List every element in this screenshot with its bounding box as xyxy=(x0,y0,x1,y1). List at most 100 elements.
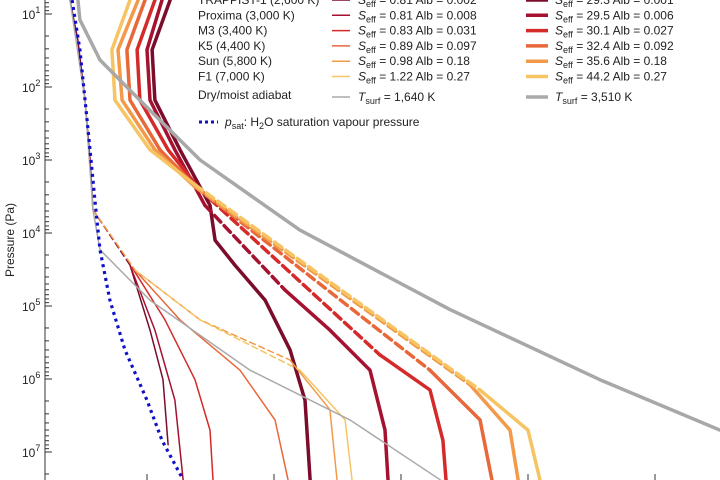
s-subscript: eff xyxy=(563,0,573,9)
s-symbol: S xyxy=(555,39,563,53)
legend-entry-label: Seff = 0.83 Alb = 0.031 xyxy=(358,24,477,40)
s-symbol: S xyxy=(555,70,563,84)
legend-entry: Seff = 29.3 Alb = 0.001 xyxy=(526,0,674,9)
legend-star-label: M3 (3,400 K) xyxy=(198,24,267,38)
t-subscript: surf xyxy=(562,96,578,106)
legend-star-label: Dry/moist adiabat xyxy=(198,88,292,102)
s-subscript: eff xyxy=(563,60,573,70)
equals: = xyxy=(376,8,390,22)
legend-entry: Seff = 1.22 Alb = 0.27 xyxy=(332,70,470,86)
equals: = xyxy=(573,70,587,84)
s-value: 44.2 xyxy=(587,70,611,84)
y-tick-base: 10 xyxy=(22,227,36,241)
y-tick-exponent: 2 xyxy=(35,78,40,88)
y-tick-base: 10 xyxy=(22,373,36,387)
alb-word: Alb xyxy=(416,39,434,53)
legend-entry: Seff = 0.98 Alb = 0.18 xyxy=(332,54,470,70)
legend-entry-label: Seff = 29.3 Alb = 0.001 xyxy=(555,0,674,9)
legend-entry-label: Seff = 1.22 Alb = 0.27 xyxy=(358,70,470,86)
equals: = xyxy=(630,39,644,53)
s-value: 29.5 xyxy=(587,8,611,22)
series-5 xyxy=(110,0,542,480)
s-value: 32.4 xyxy=(587,39,611,53)
legend-star-label: Sun (5,800 K) xyxy=(198,54,272,68)
alb-value: 0.27 xyxy=(644,70,668,84)
series-line-3-0 xyxy=(125,0,199,190)
s-symbol: S xyxy=(555,0,563,7)
y-tick-base: 10 xyxy=(22,8,36,22)
series-line-6-0 xyxy=(69,0,94,211)
y-tick-base: 10 xyxy=(22,154,36,168)
s-value: 29.3 xyxy=(587,0,611,7)
legend-entry: Seff = 0.89 Alb = 0.097 xyxy=(332,39,477,55)
s-subscript: eff xyxy=(366,14,376,24)
s-value: 0.89 xyxy=(390,39,414,53)
s-value: 0.98 xyxy=(390,54,414,68)
alb-word: Alb xyxy=(416,0,434,7)
legend-adiabat-entry: Tsurf = 1,640 K xyxy=(332,90,435,106)
y-tick-exponent: 5 xyxy=(35,297,40,307)
s-subscript: eff xyxy=(366,45,376,55)
s-symbol: S xyxy=(358,8,366,22)
equals: = xyxy=(433,24,447,38)
t-subscript: surf xyxy=(365,96,381,106)
legend-entry-label: Seff = 30.1 Alb = 0.027 xyxy=(555,24,674,40)
equals: = xyxy=(630,70,644,84)
s-symbol: S xyxy=(358,0,366,7)
equals: = xyxy=(573,39,587,53)
alb-value: 0.027 xyxy=(644,24,674,38)
s-symbol: S xyxy=(555,54,563,68)
alb-value: 0.031 xyxy=(447,24,477,38)
series-line-4-2 xyxy=(468,383,520,480)
legend-psat-label: psat: H2O saturation vapour pressure xyxy=(224,115,420,131)
alb-word: Alb xyxy=(613,39,631,53)
tsurf-value: 3,510 K xyxy=(591,90,632,104)
y-tick-exponent: 3 xyxy=(35,151,40,161)
equals: = xyxy=(376,0,390,7)
alb-value: 0.18 xyxy=(644,54,668,68)
series-7 xyxy=(129,264,184,480)
s-subscript: eff xyxy=(366,30,376,40)
s-symbol: S xyxy=(358,39,366,53)
series-line-2-2 xyxy=(378,353,448,480)
alb-value: 0.092 xyxy=(644,39,674,53)
y-tick-base: 10 xyxy=(22,81,36,95)
alb-value: 0.097 xyxy=(447,39,477,53)
y-tick-label: 107 xyxy=(22,443,40,460)
alb-value: 0.18 xyxy=(447,54,471,68)
legend-entry-label: Seff = 35.6 Alb = 0.18 xyxy=(555,54,667,70)
equals: = xyxy=(433,0,447,7)
equals: = xyxy=(380,90,394,104)
s-symbol: S xyxy=(555,24,563,38)
legend-adiabat-entry: Tsurf = 3,510 K xyxy=(526,90,632,106)
equals: = xyxy=(376,39,390,53)
s-value: 1.22 xyxy=(390,70,414,84)
series-line-3-2 xyxy=(428,368,494,480)
y-tick-label: 105 xyxy=(22,297,40,314)
series-line-2-1 xyxy=(198,188,382,357)
legend-tsurf-label: Tsurf = 3,510 K xyxy=(555,90,632,106)
series-line-13-0 xyxy=(76,0,720,432)
equals: = xyxy=(573,0,587,7)
alb-value: 0.002 xyxy=(447,0,477,7)
series-9 xyxy=(134,269,289,480)
y-tick-label: 102 xyxy=(22,78,40,95)
y-tick-label: 101 xyxy=(22,5,40,22)
legend-star-label: F1 (7,000 K) xyxy=(198,70,265,84)
equals: = xyxy=(433,70,447,84)
legend-entry-label: Seff = 44.2 Alb = 0.27 xyxy=(555,70,667,86)
s-value: 0.81 xyxy=(390,8,414,22)
legend-entry-label: Seff = 32.4 Alb = 0.092 xyxy=(555,39,674,55)
series-line-5-0 xyxy=(110,0,197,187)
alb-value: 0.27 xyxy=(447,70,471,84)
series-13 xyxy=(76,0,720,432)
equals: = xyxy=(577,90,591,104)
y-tick-exponent: 7 xyxy=(35,443,40,453)
series-line-6-2 xyxy=(129,264,169,446)
equals: = xyxy=(376,54,390,68)
alb-value: 0.006 xyxy=(644,8,674,22)
x-axis xyxy=(146,474,656,480)
